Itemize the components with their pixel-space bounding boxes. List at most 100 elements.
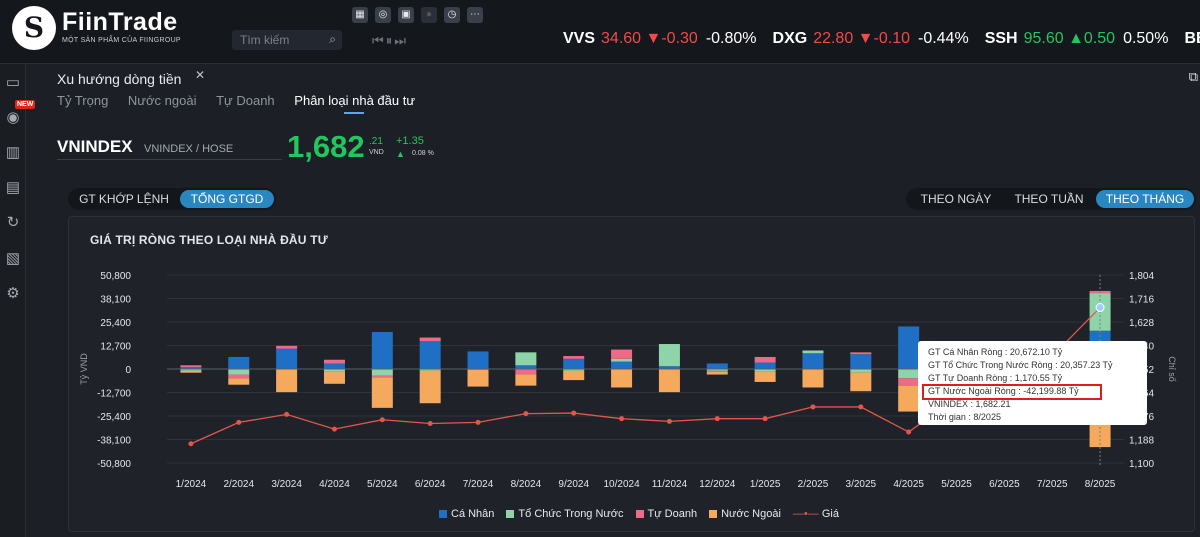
theo-tuan-button[interactable]: THEO TUẦN (1014, 192, 1084, 206)
down-arrow-icon: ▼ (853, 30, 874, 47)
gift-icon[interactable]: ▣ (398, 7, 414, 23)
tab-phan-loai-nha-dau-tu[interactable]: Phân loại nhà đầu tư (294, 93, 416, 114)
bar-segment (611, 361, 633, 369)
ticker-item[interactable]: VVS 34.60 ▼-0.30 -0.80% (563, 30, 757, 48)
bar-segment (850, 352, 872, 355)
more-icon[interactable]: ⋯ (467, 7, 483, 23)
bar-segment (706, 371, 728, 375)
next-icon[interactable]: ⏭ (394, 33, 408, 48)
scan-icon[interactable]: ◎ (375, 7, 391, 23)
bar-segment (515, 352, 537, 366)
legend-swatch (709, 510, 718, 518)
ticker-symbol: BBC (1184, 30, 1200, 47)
clock-icon[interactable]: ◷ (444, 7, 460, 23)
index-price-decimal: .21 (369, 136, 383, 147)
bar-segment (898, 385, 920, 412)
x-tick-label: 5/2025 (941, 479, 972, 490)
expand-icon[interactable]: ⧉ (1188, 69, 1198, 84)
y2-tick-label: 1,100 (1129, 459, 1154, 470)
tooltip-line: Thời gian : 8/2025 (928, 412, 1001, 422)
tooltip-line-highlighted: GT Nước Ngoài Ròng : -42,199.88 Tỷ (928, 386, 1079, 396)
bar-segment (563, 370, 585, 381)
bar-segment (802, 353, 824, 369)
previous-icon[interactable]: ⏮ (372, 33, 386, 48)
calendar-icon[interactable]: ▦ (352, 7, 368, 23)
tooltip-highlight-box (922, 384, 1102, 400)
tab-tu-doanh[interactable]: Tự Doanh (216, 93, 275, 108)
x-tick-label: 9/2024 (558, 479, 589, 490)
bar-segment (850, 369, 872, 373)
legend-item[interactable]: Tự Doanh (635, 508, 697, 520)
bar-segment (371, 375, 393, 378)
symbol-selector[interactable]: VNINDEX VNINDEX / HOSE (57, 133, 282, 160)
bar-segment (515, 365, 537, 369)
bar-segment (898, 369, 920, 379)
circle-icon[interactable]: ● (421, 7, 437, 23)
pause-icon[interactable]: ⏸ (385, 33, 395, 48)
bar-segment (898, 326, 920, 369)
refresh-icon[interactable]: ↻ (6, 214, 20, 231)
bar-segment (228, 356, 250, 369)
legend-item[interactable]: —•— Giá (793, 508, 839, 520)
bar-segment (850, 354, 872, 369)
index-price: 1,682 (287, 129, 365, 164)
chart-tooltip: GT Cá Nhân Ròng : 20,672.10 Tỷ GT Tổ Chứ… (918, 341, 1147, 425)
ticker-item[interactable]: BBC87 (1184, 30, 1200, 48)
search-input[interactable] (240, 33, 320, 47)
bar-segment (276, 345, 298, 349)
save-icon[interactable]: ▤ (5, 179, 21, 196)
price-point (714, 416, 720, 422)
top-bar: S FiinTrade MỘT SẢN PHẨM CỦA FIINGROUP ⌕… (0, 0, 1200, 64)
bar-segment (850, 372, 872, 392)
value-type-toggle: GT KHỚP LỆNH TỔNG GTGD (68, 188, 276, 210)
ticker-item[interactable]: DXG 22.80 ▼-0.10 -0.44% (773, 30, 969, 48)
podcast-icon[interactable]: ◉ (6, 109, 20, 126)
price-point (475, 419, 481, 425)
bar-segment (754, 371, 776, 382)
film-icon[interactable]: ▥ (5, 144, 21, 161)
legend-item[interactable]: Tổ Chức Trong Nước (506, 508, 624, 520)
printer-icon[interactable]: ▧ (5, 250, 21, 267)
gt-khop-lenh-button[interactable]: GT KHỚP LỆNH (79, 192, 169, 206)
bar-segment (802, 350, 824, 354)
bar-segment (515, 374, 537, 386)
price-point (379, 417, 385, 423)
ticker-item[interactable]: SSH 95.60 ▲0.50 0.50% (985, 30, 1169, 48)
settings-icon[interactable]: ⚙ (6, 285, 20, 302)
tab-ty-trong[interactable]: Tỷ Trọng (57, 93, 109, 108)
price-point (236, 419, 242, 425)
y-tick-label: 50,800 (100, 271, 131, 282)
bar-segment (323, 369, 345, 372)
search-icon[interactable]: ⌕ (329, 32, 336, 46)
theo-thang-button[interactable]: THEO THÁNG (1096, 190, 1194, 208)
chart-legend: Cá Nhân Tổ Chức Trong Nước Tự Doanh Nước Ng… (439, 508, 851, 520)
close-icon[interactable]: ✕ (195, 68, 206, 82)
x-tick-label: 4/2024 (319, 479, 350, 490)
fiintrade-logo[interactable]: S FiinTrade MỘT SẢN PHẨM CỦA FIINGROUP (12, 6, 192, 56)
y-tick-label: -38,100 (97, 436, 131, 447)
price-point (666, 418, 672, 424)
ticker-change: -0.10 (873, 30, 910, 47)
legend-item[interactable]: Cá Nhân (439, 508, 494, 520)
ticker-symbol: VVS (563, 30, 596, 47)
bar-segment (658, 366, 680, 369)
bar-segment (228, 369, 250, 375)
bar-segment (611, 349, 633, 359)
window-icon[interactable]: ▭ (5, 74, 21, 91)
bar-segment (276, 348, 298, 369)
y-tick-label: -12,700 (97, 389, 131, 400)
y-tick-label: 0 (125, 365, 131, 376)
symbol-exchange: VNINDEX / HOSE (144, 143, 234, 155)
x-tick-label: 2/2025 (798, 479, 829, 490)
theo-ngay-button[interactable]: THEO NGÀY (920, 192, 992, 206)
x-tick-label: 2/2024 (223, 479, 254, 490)
price-point (571, 410, 577, 416)
tab-nuoc-ngoai[interactable]: Nước ngoài (127, 93, 197, 108)
legend-item[interactable]: Nước Ngoài (709, 508, 781, 520)
ticker-percent: -0.44% (917, 30, 969, 47)
y-tick-label: 12,700 (100, 342, 131, 353)
ticker-percent: -0.80% (705, 30, 757, 47)
tong-gtgd-button[interactable]: TỔNG GTGD (180, 190, 274, 208)
tooltip-line: VNINDEX : 1,682.21 (928, 399, 1011, 409)
y2-tick-label: 1,804 (1129, 271, 1154, 282)
